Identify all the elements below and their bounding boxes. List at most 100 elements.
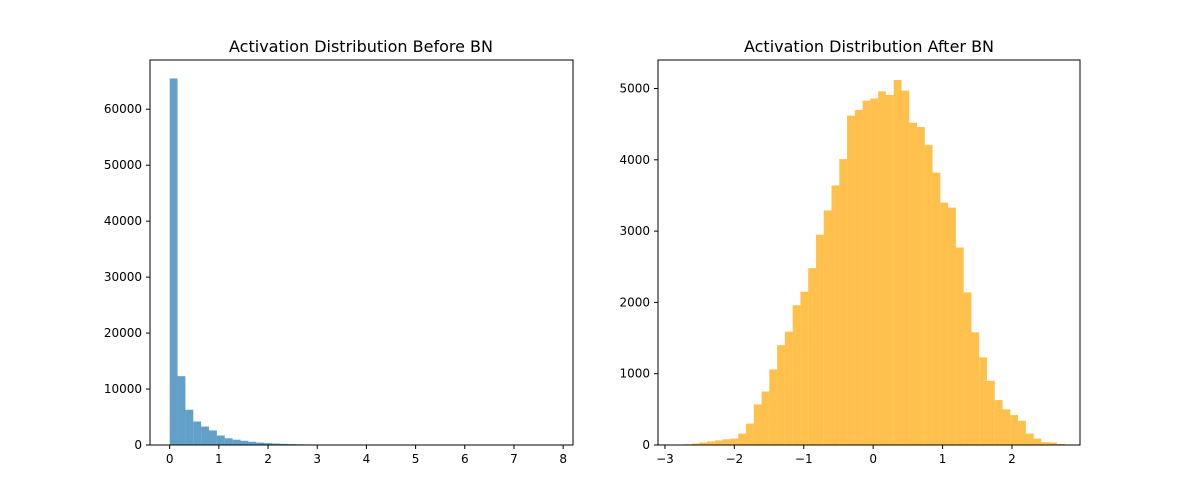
histogram-bar	[209, 430, 217, 445]
x-tick-label: 3	[313, 452, 321, 466]
histogram-bar	[761, 391, 770, 445]
y-tick-label: 40000	[104, 214, 142, 228]
histogram-bar	[1002, 409, 1011, 445]
x-tick-label: 2	[264, 452, 272, 466]
x-tick-label: 7	[510, 452, 518, 466]
histogram-bar	[808, 268, 816, 445]
chart-title: Activation Distribution Before BN	[229, 37, 493, 56]
histogram-bar	[862, 100, 871, 445]
y-tick-label: 2000	[619, 295, 650, 309]
chart-title: Activation Distribution After BN	[744, 37, 994, 56]
histogram-bar	[248, 441, 257, 445]
histogram-bar	[815, 234, 824, 445]
y-tick-label: 20000	[104, 326, 142, 340]
x-tick-label: 8	[559, 452, 567, 466]
histogram-bar	[240, 440, 249, 445]
histogram-bar	[1049, 442, 1057, 445]
histogram-bar	[994, 400, 1003, 445]
histogram-bar	[1033, 438, 1042, 445]
histogram-bar	[870, 98, 879, 445]
bars	[676, 79, 1065, 446]
histogram-bar	[193, 421, 202, 445]
histogram-bar	[185, 409, 194, 445]
histogram-bar	[169, 78, 178, 446]
histogram-bar	[777, 345, 785, 445]
histogram-bar	[854, 109, 863, 445]
histogram-bar	[955, 247, 964, 445]
histogram-bar	[932, 172, 941, 446]
x-axis-ticks: 0 1 2 3 4 5 6 7 8	[166, 445, 567, 466]
histogram-bar	[699, 442, 708, 445]
y-tick-label: 1000	[619, 367, 650, 381]
axes-frame	[657, 59, 1081, 446]
histogram-bar	[232, 439, 241, 445]
bars	[169, 78, 564, 446]
x-tick-label: −1	[795, 452, 813, 466]
histogram-bar	[746, 423, 754, 445]
histogram-bar	[1025, 433, 1034, 445]
histogram-bar	[264, 443, 272, 445]
histogram-bar	[885, 94, 894, 446]
histogram-bar	[1056, 443, 1065, 445]
y-tick-label: 50000	[104, 158, 142, 172]
histogram-bar	[753, 404, 762, 445]
histogram-bar	[722, 439, 731, 445]
x-tick-label: 0	[869, 452, 877, 466]
histogram-bar	[831, 185, 840, 445]
histogram-bar	[963, 292, 972, 445]
histogram-bar	[823, 210, 832, 445]
histogram-bar	[256, 442, 265, 445]
histogram-bar	[691, 443, 700, 445]
histogram-bar	[893, 79, 902, 446]
y-tick-label: 4000	[619, 153, 650, 167]
x-tick-label: 2	[1008, 452, 1016, 466]
histogram-bar	[986, 380, 995, 445]
histogram-bar	[971, 332, 980, 445]
histogram-bar	[224, 438, 233, 445]
histogram-bar	[901, 90, 910, 445]
histogram-bar	[1010, 415, 1019, 445]
x-tick-label: −2	[725, 452, 743, 466]
histogram-bar	[979, 357, 987, 445]
histogram-bar	[1041, 442, 1050, 445]
y-tick-label: 0	[642, 438, 650, 452]
histogram-bar	[738, 433, 747, 445]
x-tick-label: 0	[166, 452, 174, 466]
x-tick-label: 4	[363, 452, 371, 466]
y-tick-label: 10000	[104, 382, 142, 396]
axes-frame	[149, 59, 574, 446]
histogram-bar	[1018, 420, 1026, 445]
x-tick-label: 5	[412, 452, 420, 466]
histogram-bar	[924, 144, 933, 445]
histogram-bar	[878, 91, 886, 446]
histogram-bar	[940, 202, 949, 445]
x-tick-label: 1	[215, 452, 223, 466]
histogram-bar	[177, 376, 186, 445]
histogram-before-bn: Activation Distribution Before BN 0 1 2 3 4 5…	[104, 37, 574, 466]
y-tick-label: 60000	[104, 102, 142, 116]
histogram-bar	[948, 207, 956, 445]
histogram-bar	[839, 159, 848, 445]
histogram-bar	[769, 369, 778, 445]
y-axis-ticks: 0 10000 20000 30000 40000 50000 60000	[104, 102, 150, 452]
x-tick-label: −3	[656, 452, 674, 466]
y-tick-label: 30000	[104, 270, 142, 284]
histogram-bar	[847, 115, 855, 445]
histogram-bar	[917, 127, 925, 445]
x-tick-label: 6	[461, 452, 469, 466]
histogram-bar	[784, 331, 793, 445]
histogram-after-bn: Activation Distribution After BN −3 −2 −1 0…	[619, 37, 1081, 466]
histogram-bar	[201, 426, 210, 445]
x-axis-ticks: −3 −2 −1 0 1 2	[656, 445, 1016, 466]
y-tick-label: 0	[134, 438, 142, 452]
histogram-bar	[730, 438, 739, 445]
histogram-bar	[271, 443, 280, 445]
x-tick-label: 1	[939, 452, 947, 466]
histogram-bar	[714, 440, 723, 445]
histogram-bar	[279, 443, 288, 445]
histogram-bar	[800, 291, 809, 445]
histogram-bar	[792, 305, 801, 445]
y-tick-label: 5000	[619, 82, 650, 96]
histogram-bar	[909, 122, 918, 446]
